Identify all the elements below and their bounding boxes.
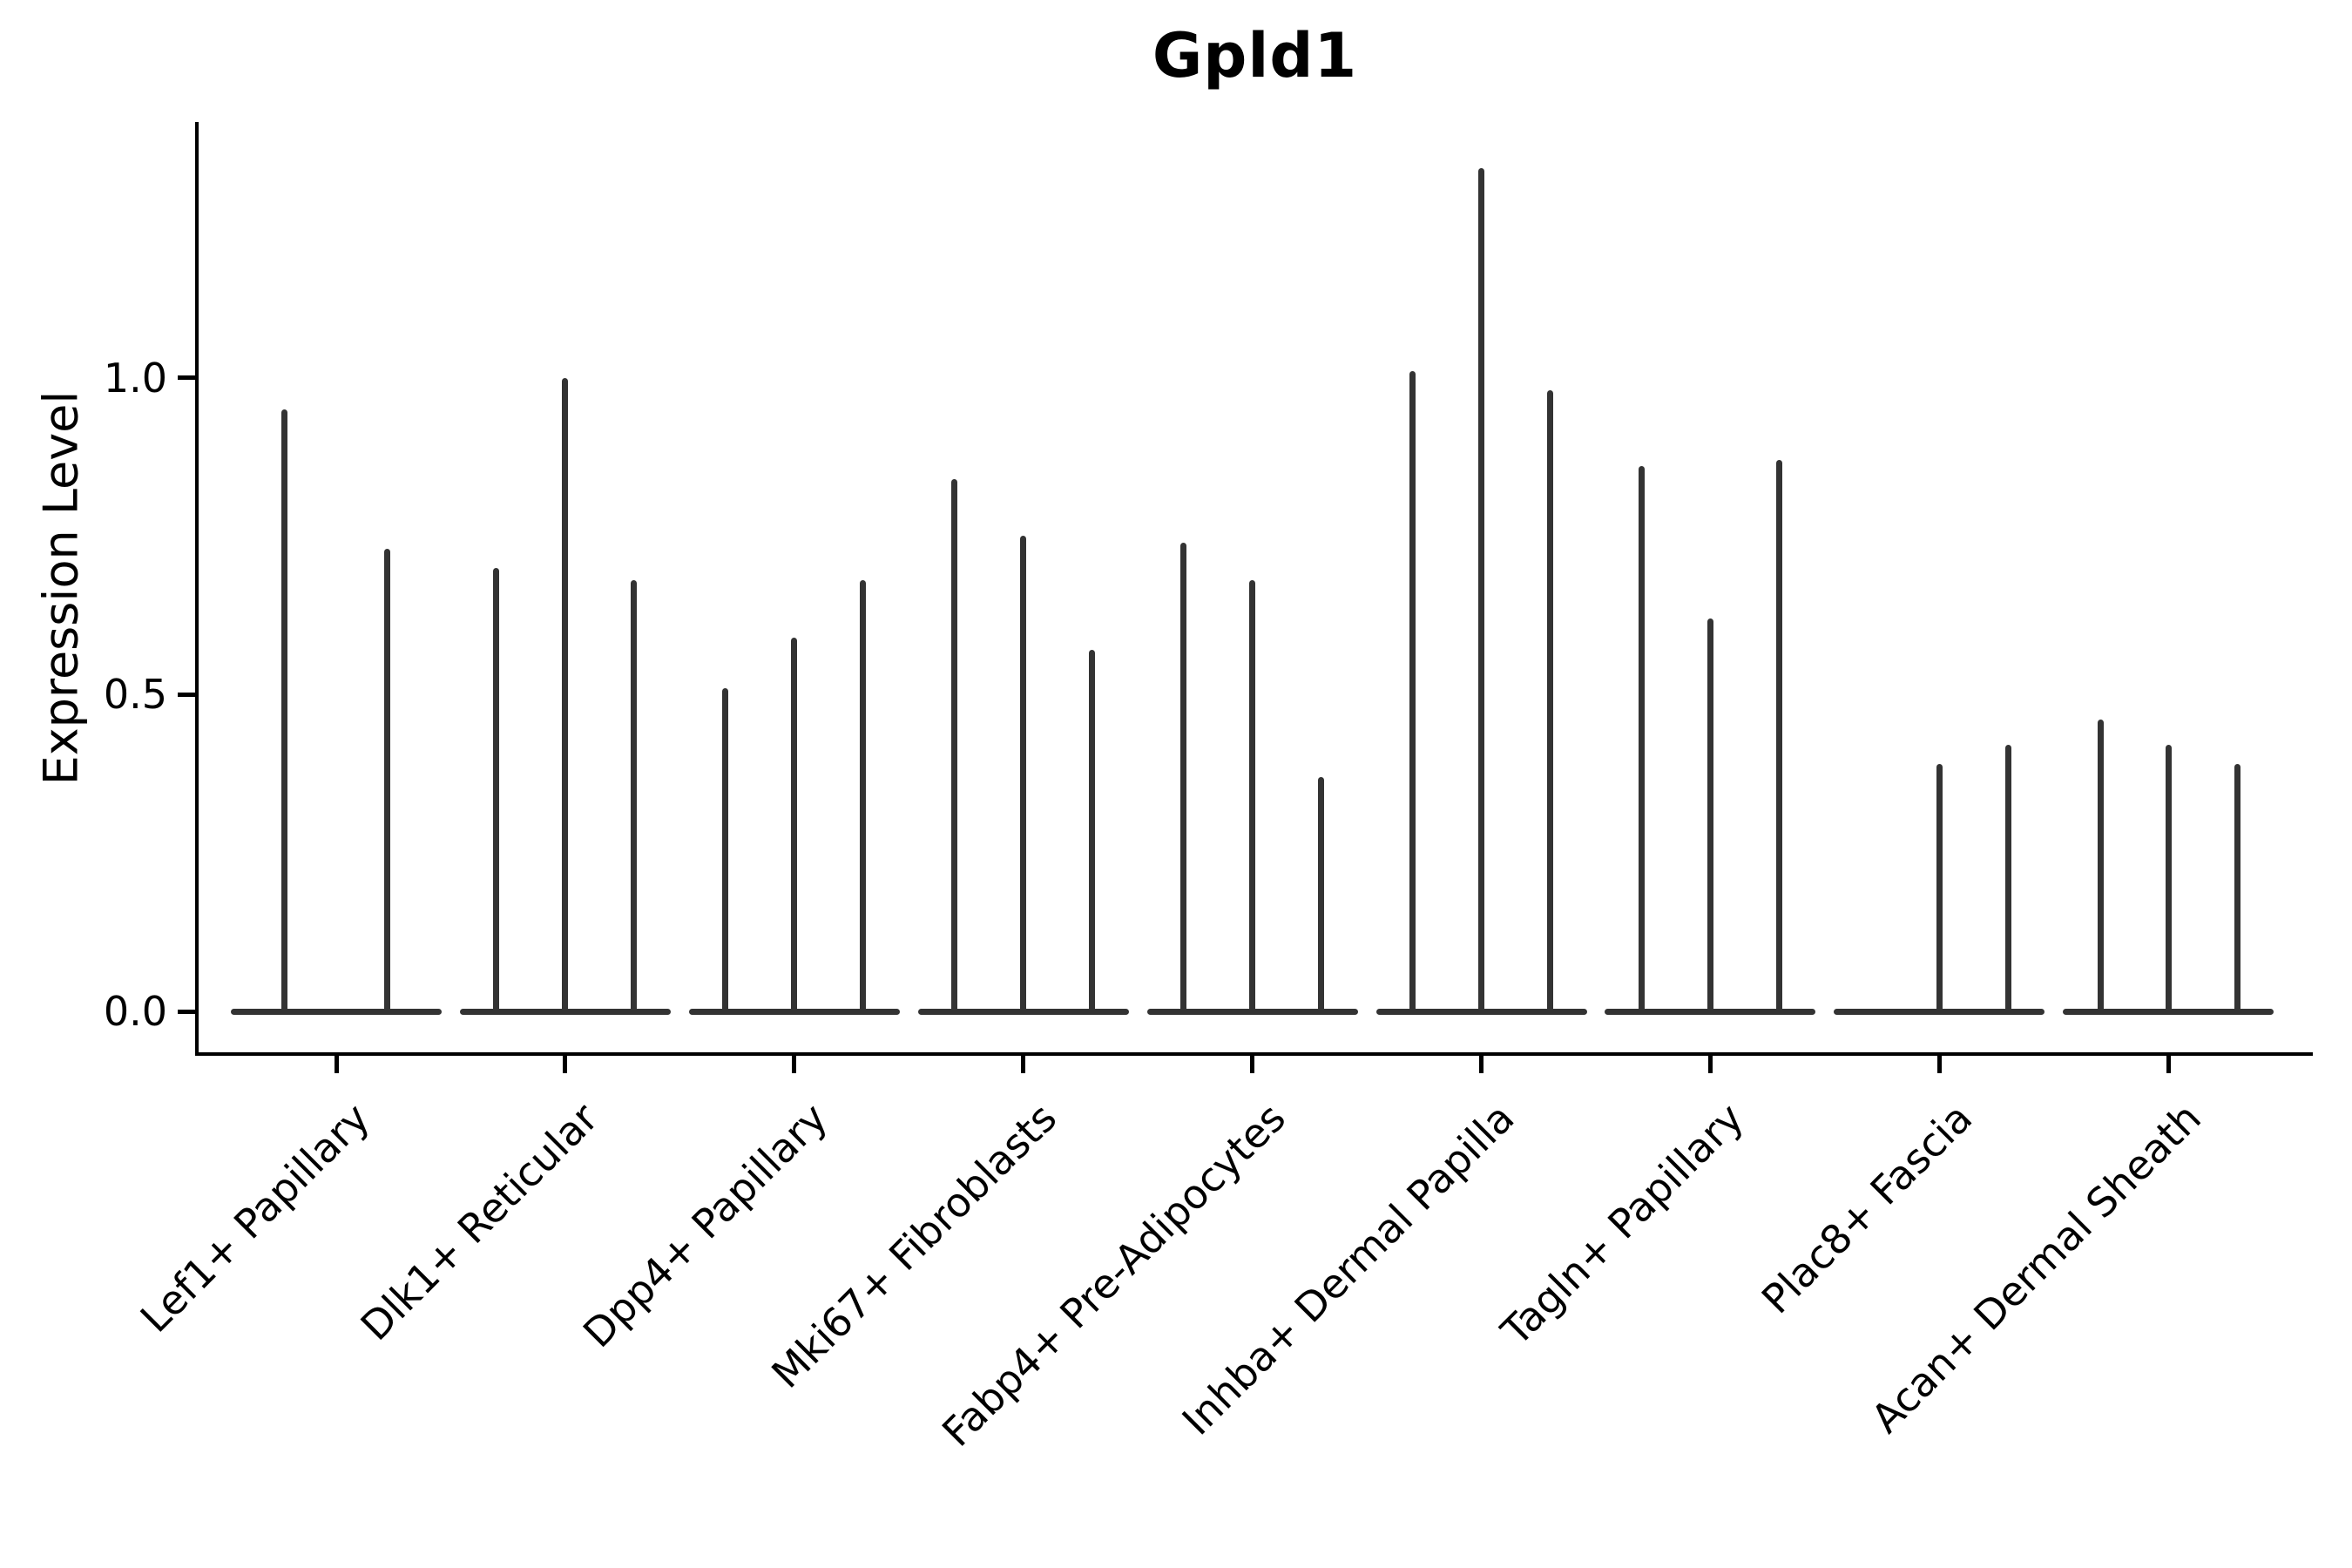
violin-spike — [2004, 745, 2011, 1013]
x-tick-mark — [2166, 1056, 2171, 1073]
violin-spike — [1547, 390, 1553, 1013]
y-tick-label: 1.0 — [103, 354, 167, 402]
violin-spike — [280, 409, 287, 1013]
x-tick-mark — [1021, 1056, 1026, 1073]
violin-spike — [951, 478, 958, 1013]
violin-spike — [493, 567, 500, 1013]
plot-title: Gpld1 — [1152, 20, 1358, 91]
violin-spike — [1775, 460, 1782, 1013]
violin-spike — [1936, 764, 1943, 1013]
violin-spike — [1020, 536, 1027, 1013]
violin-spike — [2165, 745, 2172, 1013]
x-tick-label: Lef1+ Papillary — [131, 1094, 379, 1342]
y-tick-label: 0.5 — [103, 671, 167, 719]
violin-spike — [1707, 618, 1713, 1013]
y-tick-mark — [178, 1009, 195, 1014]
x-tick-label: Dlk1+ Reticular — [351, 1094, 608, 1350]
y-tick-mark — [178, 692, 195, 697]
x-tick-mark — [1479, 1056, 1484, 1073]
y-tick-label: 0.0 — [103, 988, 167, 1035]
violin-spike — [860, 580, 867, 1013]
violin-spike — [2097, 720, 2104, 1013]
x-tick-mark — [1707, 1056, 1713, 1073]
y-tick-mark — [178, 375, 195, 380]
violin-spike — [1089, 650, 1096, 1013]
violin-baseline — [231, 1008, 442, 1015]
x-tick-mark — [792, 1056, 797, 1073]
x-tick-label: Tagln+ Papillary — [1491, 1094, 1753, 1355]
x-tick-mark — [1250, 1056, 1255, 1073]
violin-spike — [1318, 776, 1325, 1013]
violin-spike — [1638, 466, 1645, 1013]
violin-spike — [791, 637, 798, 1013]
violin-spike — [1478, 168, 1484, 1013]
violin-spike — [1409, 371, 1416, 1013]
violin-spike — [562, 377, 569, 1013]
violin-spike — [2234, 764, 2240, 1013]
x-tick-label: Dpp4+ Papillary — [573, 1094, 836, 1357]
violin-spike — [1180, 542, 1187, 1013]
y-axis-label: Expression Level — [33, 390, 89, 786]
x-axis-spine — [195, 1052, 2313, 1056]
x-tick-mark — [334, 1056, 339, 1073]
y-axis-spine — [195, 122, 199, 1056]
violin-spike — [1249, 580, 1256, 1013]
x-tick-mark — [563, 1056, 568, 1073]
violin-spike — [722, 687, 729, 1013]
violin-spike — [631, 580, 638, 1013]
x-tick-label: Plac8+ Fascia — [1753, 1094, 1982, 1323]
x-tick-mark — [1936, 1056, 1942, 1073]
violin-spike — [383, 548, 390, 1013]
